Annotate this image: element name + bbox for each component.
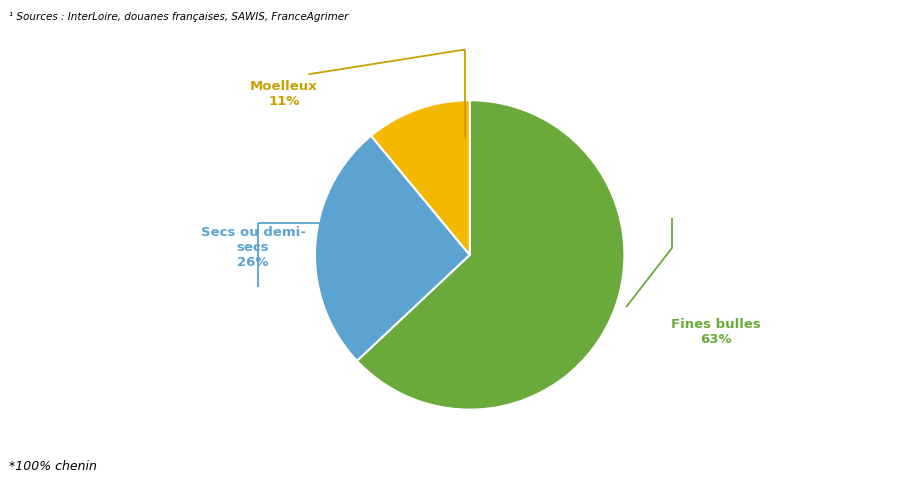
Text: Moelleux
11%: Moelleux 11% xyxy=(251,80,318,108)
Text: AOPs Anjou, Crémant de
Loire, Montlouis-sur-Loire*,
Saumur, Touraine, Vouvray*: AOPs Anjou, Crémant de Loire, Montlouis-… xyxy=(710,225,869,260)
Text: AOPs Anjou, Chinon*, Coulée
de Serrant*, Coteaux du Loir*,
Coteaux du Vendômois,: AOPs Anjou, Chinon*, Coulée de Serrant*,… xyxy=(51,232,212,372)
Text: ¹ Sources : InterLoire, douanes françaises, SAWIS, FranceAgrimer: ¹ Sources : InterLoire, douanes français… xyxy=(9,12,348,22)
Wedge shape xyxy=(357,100,624,410)
Wedge shape xyxy=(315,136,470,361)
Text: AOPs Anjou Coteaux de la Loire*, Bonnezeaux*, Coteaux
de l’Aubance*, Coteaux de : AOPs Anjou Coteaux de la Loire*, Bonneze… xyxy=(11,124,330,173)
Text: *100% chenin: *100% chenin xyxy=(9,460,97,473)
Text: Fines bulles
63%: Fines bulles 63% xyxy=(670,318,761,346)
Text: Secs ou demi-
secs
26%: Secs ou demi- secs 26% xyxy=(201,226,306,269)
Wedge shape xyxy=(371,100,470,255)
